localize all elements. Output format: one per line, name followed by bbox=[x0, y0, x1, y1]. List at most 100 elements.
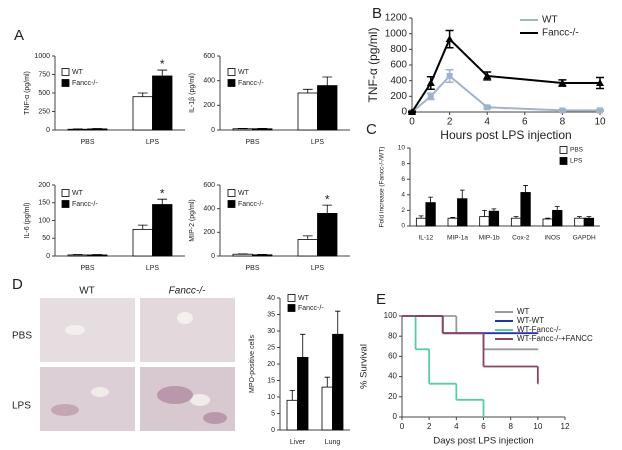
marker bbox=[427, 93, 434, 100]
y-axis-label: IL-1β (pg/ml) bbox=[189, 73, 196, 113]
x-tick-label: Cox-2 bbox=[512, 235, 530, 242]
legend-swatch bbox=[287, 304, 296, 312]
column-label: WT bbox=[79, 286, 95, 297]
y-tick-label: 200 bbox=[390, 91, 407, 102]
error-bar bbox=[289, 390, 295, 401]
legend-label: WT-Fancc-/- bbox=[517, 325, 561, 334]
bar bbox=[152, 75, 173, 131]
vessel bbox=[177, 312, 193, 324]
x-tick-label: MIP-1b bbox=[479, 235, 500, 242]
y-tick-label: 1200 bbox=[385, 13, 408, 24]
vessel bbox=[65, 325, 85, 335]
marker bbox=[597, 107, 603, 114]
y-tick-label: 80 bbox=[388, 331, 397, 340]
y-tick-label: 20 bbox=[388, 392, 397, 401]
legend-label: LPS bbox=[570, 158, 583, 165]
legend-label: WT bbox=[238, 69, 250, 76]
error-bar bbox=[335, 310, 341, 335]
bar bbox=[488, 210, 500, 227]
bar bbox=[232, 128, 253, 131]
x-tick-label: PBS bbox=[245, 265, 259, 272]
micrograph bbox=[40, 298, 135, 362]
x-tick-label: MIP-1a bbox=[447, 235, 468, 242]
column-label: Fancc-/- bbox=[169, 286, 206, 297]
y-tick-label: 0 bbox=[211, 253, 215, 260]
y-tick-label: 10 bbox=[267, 394, 275, 401]
x-tick-label: 10 bbox=[533, 422, 542, 431]
y-axis-label: Fold increase (Fancc-/-/WT) bbox=[379, 147, 386, 228]
panel-letter: B bbox=[372, 5, 382, 22]
x-tick-label: 10 bbox=[594, 117, 606, 128]
error-bar bbox=[482, 210, 487, 217]
vessel bbox=[91, 387, 109, 397]
bar bbox=[317, 212, 338, 257]
error-bar bbox=[545, 217, 551, 219]
y-tick-label: 100 bbox=[38, 217, 50, 224]
y-tick-label: 0 bbox=[46, 253, 50, 260]
y-tick-label: 150 bbox=[38, 200, 50, 207]
bar bbox=[232, 253, 253, 257]
y-tick-label: 40 bbox=[388, 372, 397, 381]
x-tick-label: LPS bbox=[146, 265, 160, 272]
bar bbox=[520, 192, 531, 227]
legend-label: Fancc-/- bbox=[298, 305, 324, 312]
error-bar bbox=[428, 196, 433, 203]
y-tick-label: 4 bbox=[401, 192, 405, 199]
y-tick-label: 0 bbox=[401, 223, 405, 230]
legend-label: WT-WT bbox=[517, 316, 544, 325]
legend-label: Fancc-/- bbox=[238, 201, 264, 208]
x-tick-label: PBS bbox=[80, 139, 94, 146]
x-tick-label: iNOS bbox=[545, 235, 561, 242]
bar bbox=[457, 198, 468, 227]
infiltrate bbox=[51, 404, 79, 416]
marker bbox=[445, 35, 454, 43]
legend-label: PBS bbox=[570, 147, 584, 154]
error-bar bbox=[157, 69, 168, 76]
bar bbox=[317, 85, 338, 131]
panel-letter: C bbox=[366, 121, 377, 138]
error-bar bbox=[137, 224, 148, 230]
y-tick-label: 6 bbox=[401, 176, 405, 183]
y-tick-label: 600 bbox=[390, 60, 407, 71]
y-tick-label: 750 bbox=[38, 71, 50, 78]
y-axis-label: MIP-2 (pg/ml) bbox=[189, 199, 196, 241]
legend-label: Fancc-/- bbox=[238, 80, 264, 87]
x-tick-label: 4 bbox=[454, 422, 459, 431]
y-axis-label: % Survival bbox=[359, 344, 370, 389]
x-axis-label: Hours post LPS injection bbox=[440, 128, 571, 142]
y-tick-label: 10 bbox=[398, 145, 406, 152]
bar bbox=[67, 254, 88, 257]
y-tick-label: 200 bbox=[203, 102, 215, 109]
bar bbox=[286, 399, 298, 431]
error-bar bbox=[418, 215, 424, 219]
legend-label: WT-Fancc-/-+FANCC bbox=[517, 334, 593, 343]
y-tick-label: 250 bbox=[38, 108, 50, 115]
error-bar bbox=[157, 198, 168, 205]
bar bbox=[447, 217, 458, 227]
legend-swatch bbox=[227, 79, 236, 87]
vessel bbox=[190, 394, 210, 406]
error-bar bbox=[302, 235, 313, 240]
marker bbox=[446, 72, 453, 79]
bar bbox=[132, 96, 153, 131]
y-tick-label: 200 bbox=[38, 182, 50, 189]
y-tick-label: 400 bbox=[203, 206, 215, 213]
y-tick-label: 35 bbox=[267, 311, 275, 318]
marker bbox=[596, 79, 604, 87]
x-axis-label: Days post LPS injection bbox=[433, 436, 533, 447]
legend-swatch bbox=[61, 79, 70, 87]
error-bar bbox=[322, 76, 333, 86]
error-bar bbox=[459, 189, 465, 199]
micrograph bbox=[40, 367, 135, 431]
y-tick-label: 20 bbox=[267, 361, 275, 368]
legend-label: WT bbox=[542, 15, 558, 26]
legend-swatch bbox=[559, 157, 568, 165]
y-tick-label: 0 bbox=[393, 412, 398, 421]
y-axis-label: MPO-positive cells bbox=[249, 335, 256, 393]
bar bbox=[552, 209, 563, 227]
error-bar bbox=[586, 216, 592, 219]
legend-swatch bbox=[61, 189, 70, 197]
y-tick-label: 0 bbox=[46, 127, 50, 134]
legend-swatch bbox=[227, 200, 236, 208]
x-tick-label: 0 bbox=[409, 117, 415, 128]
